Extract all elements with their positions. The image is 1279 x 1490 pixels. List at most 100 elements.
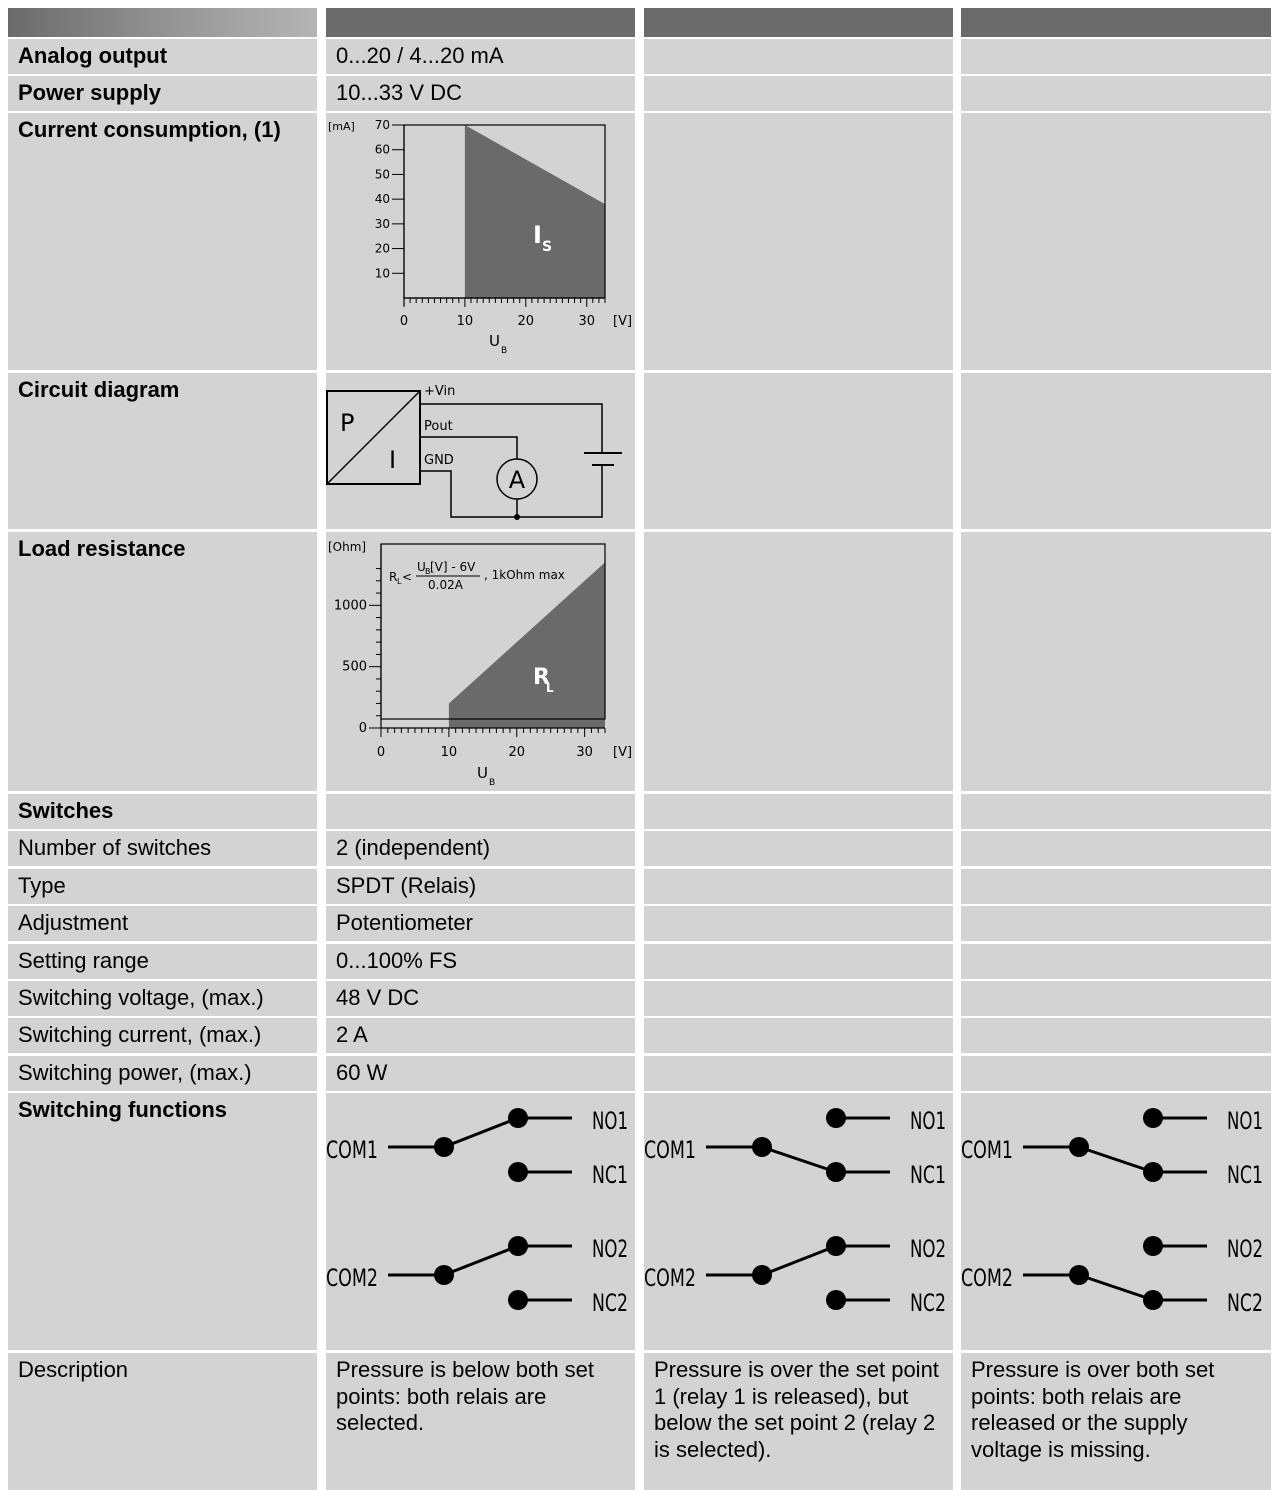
y-tick-label: 50: [375, 167, 390, 181]
formula-denominator: 0.02A: [428, 578, 464, 592]
empty-cell: [644, 1056, 953, 1091]
x-tick-label: 30: [576, 745, 593, 760]
table-row: Adjustment Potentiometer: [8, 906, 1271, 941]
load-chart-cell: [Ohm] 1000 500 0 0 10 20 30 R L < U B [V] - 6…: [326, 532, 635, 791]
com-label: COM2: [326, 1264, 378, 1292]
no-label: NO2: [1227, 1235, 1263, 1263]
row-label: Circuit diagram: [8, 373, 317, 529]
y-axis-minor-ticks: [369, 568, 381, 729]
area-label-subscript: L: [546, 681, 554, 695]
switch-state-cell: COM1 NO1 NC1 COM2 NO2 NC2: [644, 1093, 953, 1350]
empty-cell: [644, 1018, 953, 1053]
formula-less-than: <: [402, 570, 412, 584]
row-label: Load resistance: [8, 532, 317, 791]
vin-wire: [420, 403, 603, 453]
empty-cell: [644, 39, 953, 74]
empty-cell: [644, 906, 953, 941]
x-axis-ticks: 0 10 20 30: [377, 745, 593, 760]
empty-cell: [644, 532, 953, 791]
empty-cell: [326, 794, 635, 829]
nc-label: NC1: [910, 1161, 946, 1189]
row-value: 48 V DC: [326, 981, 635, 1016]
row-value: 2 (independent): [326, 831, 635, 866]
block-diagonal: [326, 390, 421, 485]
no-label: NO1: [1227, 1107, 1263, 1135]
header-cell: [961, 8, 1271, 37]
y-tick-label: 60: [375, 143, 390, 157]
block-label-i: I: [389, 446, 396, 474]
row-value: 0...100% FS: [326, 944, 635, 979]
table-row: Number of switches 2 (independent): [8, 831, 1271, 866]
x-tick-label: 20: [508, 745, 525, 760]
table-header-row: [8, 8, 1271, 37]
empty-cell: [644, 831, 953, 866]
table-row: Setting range 0...100% FS: [8, 944, 1271, 979]
formula: R L < U B [V] - 6V 0.02A , 1kOhm max: [389, 560, 565, 592]
section-label: Switches: [8, 794, 317, 829]
switch-lever: [761, 1145, 837, 1174]
row-label: Switching current, (max.): [8, 1018, 317, 1053]
x-axis-label-subscript: B: [489, 778, 495, 788]
empty-cell: [961, 944, 1271, 979]
y-tick-label: 10: [375, 266, 390, 280]
pout-wire: [420, 436, 518, 459]
table-row: Switches: [8, 794, 1271, 829]
empty-cell: [644, 944, 953, 979]
x-unit-label: [V]: [613, 745, 632, 760]
formula-numerator: [V] - 6V: [430, 560, 476, 574]
formula-r: R: [389, 570, 397, 584]
x-axis-minor-ticks: [380, 728, 606, 737]
switch-lever: [443, 1244, 519, 1277]
table-row: Current consumption, (1) [mA] 70 60 50 40 30…: [8, 113, 1271, 370]
switch-lever: [761, 1244, 837, 1277]
circuit-diagram: P I +Vin Pout GND A: [326, 384, 622, 520]
row-label: Switching voltage, (max.): [8, 981, 317, 1016]
x-tick-label: 0: [377, 745, 385, 760]
switch-lever: [443, 1116, 519, 1149]
row-label: Setting range: [8, 944, 317, 979]
row-label: Description: [8, 1353, 317, 1490]
empty-cell: [961, 906, 1271, 941]
com-label: COM1: [961, 1136, 1013, 1164]
switch-state-cell: COM1 NO1 NC1 COM2 NO2 NC2: [961, 1093, 1271, 1350]
switch-lever: [1078, 1273, 1154, 1302]
table-row: Load resistance [Ohm] 1000 500 0 0 10 20 30 R…: [8, 532, 1271, 791]
load-resistance-area: [448, 562, 605, 728]
row-label: Type: [8, 869, 317, 904]
x-axis-minor-ticks: [403, 298, 606, 307]
gnd-label: GND: [424, 453, 454, 468]
empty-cell: [961, 76, 1271, 111]
x-tick-label: 0: [400, 314, 408, 329]
y-tick-label: 40: [375, 192, 390, 206]
x-axis-label: U: [477, 764, 488, 782]
row-label: Power supply: [8, 76, 317, 111]
table-row: Description Pressure is below both set p…: [8, 1353, 1271, 1490]
empty-cell: [961, 532, 1271, 791]
empty-cell: [961, 831, 1271, 866]
circuit-cell: P I +Vin Pout GND A: [326, 373, 635, 529]
header-cell: [644, 8, 953, 37]
vin-label: +Vin: [424, 384, 455, 399]
x-tick-label: 10: [441, 745, 458, 760]
nc-label: NC1: [1227, 1161, 1263, 1189]
empty-cell: [644, 794, 953, 829]
y-tick-label: 0: [359, 721, 367, 736]
table-row: Circuit diagram P I +Vin Pout GND A: [8, 373, 1271, 529]
row-label: Switching functions: [8, 1093, 317, 1350]
y-unit-label: [mA]: [328, 120, 355, 133]
x-axis-ticks: 0 10 20 30: [400, 314, 595, 329]
no-label: NO2: [910, 1235, 946, 1263]
gnd-wire: [420, 465, 603, 518]
no-label: NO2: [592, 1235, 628, 1263]
block-label-p: P: [340, 409, 354, 437]
switch-state-cell: COM1 NO1 NC1 COM2 NO2 NC2: [326, 1093, 635, 1350]
row-value: Potentiometer: [326, 906, 635, 941]
current-consumption-chart: [mA] 70 60 50 40 30 20 10 0 10 20 30 I S [V] U B: [328, 118, 632, 356]
switch-diagram: COM1 NO1 NC1 COM2 NO2 NC2: [326, 1107, 628, 1317]
switch-diagram: COM1 NO1 NC1 COM2 NO2 NC2: [961, 1107, 1263, 1317]
row-label: Current consumption, (1): [8, 113, 317, 370]
row-value: SPDT (Relais): [326, 869, 635, 904]
nc-label: NC2: [910, 1289, 946, 1317]
x-tick-label: 30: [578, 314, 595, 329]
no-label: NO1: [910, 1107, 946, 1135]
